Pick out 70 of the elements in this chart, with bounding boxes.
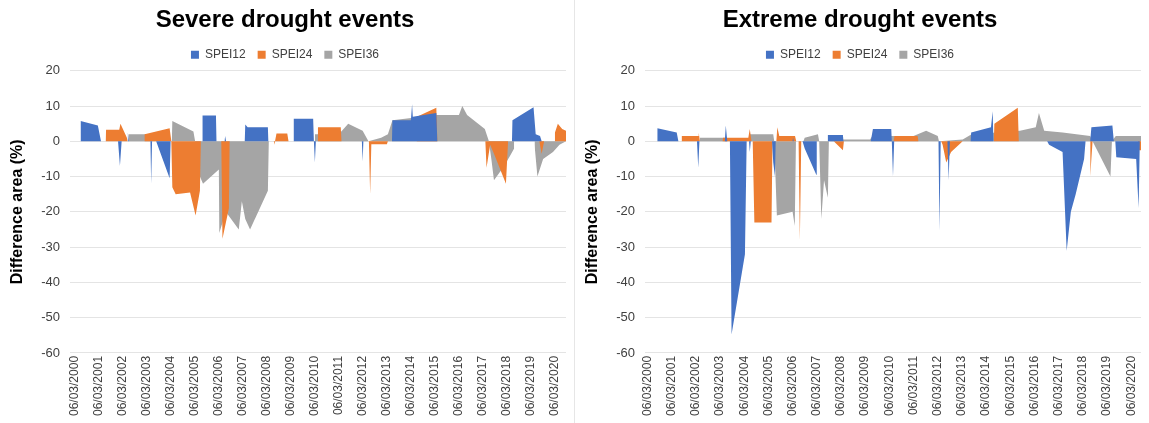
- y-tick-label: -20: [41, 203, 60, 219]
- y-tick-label: -40: [41, 273, 60, 289]
- legend-label: SPEI12: [204, 47, 246, 62]
- x-tick-label: 06/03/2010: [307, 355, 322, 416]
- legend-label: SPEI12: [779, 47, 821, 62]
- x-tick-label: 06/03/2001: [663, 355, 678, 416]
- x-tick-label: 06/03/2011: [331, 355, 346, 416]
- x-tick-label: 06/03/2003: [139, 355, 154, 416]
- y-tick-label: 20: [45, 62, 60, 78]
- x-tick-label: 06/03/2013: [954, 355, 969, 416]
- y-axis-title: Difference area (%): [583, 139, 601, 285]
- x-tick-label: 06/03/2008: [833, 355, 848, 416]
- y-axis-title: Difference area (%): [8, 139, 26, 285]
- y-tick-label: 20: [620, 62, 635, 78]
- x-tick-label: 06/03/2016: [451, 355, 466, 416]
- x-tick-label: 06/03/2004: [736, 355, 751, 416]
- x-tick-label: 06/03/2015: [427, 355, 442, 416]
- legend-label: SPEI24: [846, 47, 888, 62]
- x-tick-label: 06/03/2017: [1051, 355, 1066, 416]
- x-tick-label: 06/03/2020: [1123, 355, 1138, 416]
- x-tick-label: 06/03/2007: [809, 355, 824, 416]
- legend-label: SPEI36: [338, 47, 380, 62]
- chart-title: Extreme drought events: [722, 5, 998, 33]
- x-tick-label: 06/03/2002: [115, 355, 130, 416]
- y-tick-label: -60: [616, 344, 635, 360]
- y-tick-label: 0: [627, 132, 635, 148]
- legend-label: SPEI36: [913, 47, 955, 62]
- x-tick-label: 06/03/2002: [688, 355, 703, 416]
- x-tick-label: 06/03/2009: [857, 355, 872, 416]
- x-tick-label: 06/03/2004: [163, 355, 178, 416]
- y-tick-label: 0: [52, 132, 60, 148]
- x-tick-label: 06/03/2009: [283, 355, 298, 416]
- y-tick-label: -20: [616, 203, 635, 219]
- x-tick-label: 06/03/2015: [1002, 355, 1017, 416]
- x-tick-label: 06/03/2016: [1026, 355, 1041, 416]
- x-tick-label: 06/03/2020: [547, 355, 562, 416]
- y-tick-label: -10: [616, 168, 635, 184]
- x-tick-label: 06/03/2008: [259, 355, 274, 416]
- x-tick-label: 06/03/2019: [1099, 355, 1114, 416]
- y-tick-label: 10: [620, 97, 635, 113]
- y-tick-label: -10: [41, 168, 60, 184]
- x-tick-label: 06/03/2006: [211, 355, 226, 416]
- x-tick-label: 06/03/2010: [881, 355, 896, 416]
- x-tick-label: 06/03/2000: [639, 355, 654, 416]
- x-tick-label: 06/03/2018: [1075, 355, 1090, 416]
- x-tick-label: 06/03/2005: [187, 355, 202, 416]
- chart-title: Severe drought events: [155, 5, 415, 33]
- x-tick-label: 06/03/2001: [91, 355, 106, 416]
- x-tick-label: 06/03/2000: [67, 355, 82, 416]
- x-tick-label: 06/03/2018: [499, 355, 514, 416]
- x-tick-label: 06/03/2005: [760, 355, 775, 416]
- x-tick-label: 06/03/2006: [784, 355, 799, 416]
- x-tick-label: 06/03/2014: [978, 355, 993, 416]
- y-tick-label: -30: [616, 238, 635, 254]
- x-tick-label: 06/03/2003: [712, 355, 727, 416]
- y-tick-label: -50: [616, 309, 635, 325]
- x-tick-label: 06/03/2007: [235, 355, 250, 416]
- x-tick-label: 06/03/2014: [403, 355, 418, 416]
- x-tick-label: 06/03/2012: [930, 355, 945, 416]
- x-tick-label: 06/03/2012: [355, 355, 370, 416]
- y-tick-label: 10: [45, 97, 60, 113]
- x-tick-label: 06/03/2017: [475, 355, 490, 416]
- y-tick-label: -50: [41, 309, 60, 325]
- y-tick-label: -60: [41, 344, 60, 360]
- legend-label: SPEI24: [271, 47, 313, 62]
- x-tick-label: 06/03/2019: [523, 355, 538, 416]
- x-tick-label: 06/03/2011: [905, 355, 920, 416]
- x-tick-label: 06/03/2013: [379, 355, 394, 416]
- y-tick-label: -40: [616, 273, 635, 289]
- y-tick-label: -30: [41, 238, 60, 254]
